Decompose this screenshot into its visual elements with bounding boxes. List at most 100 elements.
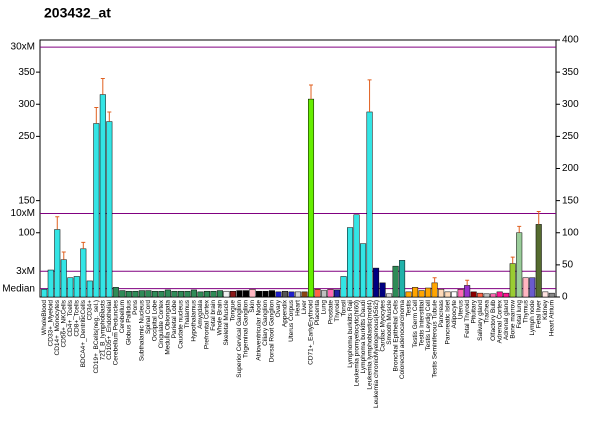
bar: [379, 282, 386, 298]
bar: [216, 290, 223, 298]
bar: [242, 290, 249, 298]
bar: [86, 280, 93, 298]
error-bar: [100, 78, 105, 95]
bar: [464, 285, 471, 298]
error-bar: [81, 241, 86, 249]
x-tick-label: Uterus Corpus: [288, 299, 295, 342]
x-tick-label: Bone marrow: [509, 300, 516, 339]
x-tick-label: Leukemia promyelocytic(hl60): [353, 300, 360, 386]
x-tick-label: Lymphoma burkitts Raji: [347, 300, 354, 368]
x-tick-label: Trachea: [483, 300, 490, 324]
bar: [229, 290, 236, 298]
error-bar: [94, 106, 99, 124]
bar: [307, 98, 315, 298]
y2-tick-label: 400: [562, 35, 579, 46]
bar: [470, 291, 477, 298]
bar: [203, 290, 210, 298]
bar: [190, 289, 197, 298]
bar: [366, 111, 373, 298]
x-tick-label: Bronchial Epithelial Cells: [392, 299, 399, 371]
bar: [483, 293, 490, 298]
y-tick-label: 350: [18, 67, 35, 78]
bar: [321, 290, 328, 298]
x-tick-label: Whole Brain: [217, 300, 224, 336]
x-tick-label: CD71+_EarlyErythroid: [308, 300, 315, 365]
bar: [125, 290, 132, 298]
bar: [314, 289, 321, 298]
x-tick-label: CD34+: [87, 300, 94, 321]
bar: [347, 227, 354, 298]
x-tick-label: Thalamus: [184, 299, 191, 328]
bar: [353, 214, 360, 298]
bar: [373, 267, 380, 298]
bar: [431, 282, 438, 298]
x-tick-label: Fetal Thyroid: [464, 300, 471, 338]
bar: [386, 293, 393, 298]
bar: [301, 291, 308, 298]
x-tick-label: Adipocyte: [451, 300, 458, 329]
bar: [509, 263, 516, 298]
x-tick-label: Testis Interstitial: [418, 299, 425, 346]
error-bar: [517, 225, 522, 233]
x-tick-label: Smooth Muscle: [386, 300, 393, 345]
y-tick-label: 100: [18, 227, 35, 238]
x-tick-label: Adrenal gland: [503, 300, 510, 340]
error-bar: [536, 211, 541, 225]
x-tick-label: Testis Germ Cell: [412, 299, 419, 347]
bar: [548, 292, 555, 298]
bar: [516, 232, 523, 298]
x-tick-label: Tongue: [230, 300, 237, 322]
bar: [184, 290, 191, 298]
bar: [457, 289, 464, 298]
bar: [210, 290, 217, 298]
x-tick-label: Hypothalamus: [191, 299, 198, 341]
bar: [425, 287, 432, 298]
x-tick-label: Tonsil: [340, 299, 347, 316]
bar: [80, 248, 87, 298]
y2-tick-label: 150: [562, 195, 579, 206]
x-tick-label: Thyroid: [334, 300, 341, 322]
bar: [54, 229, 61, 298]
bar: [451, 291, 458, 298]
x-tick-label: CD8+_Tcells: [74, 299, 81, 336]
bar: [360, 243, 367, 298]
x-tick-label: CD19+_BCells(neg._sel.): [93, 300, 100, 374]
y-tick-label: 30xM: [11, 42, 35, 53]
bar: [503, 292, 510, 298]
bar: [119, 290, 126, 298]
x-tick-label: CD4+_Tcells: [67, 299, 74, 336]
bar: [281, 290, 289, 298]
bar: [294, 291, 302, 298]
bar: [47, 269, 54, 298]
bar: [542, 291, 549, 298]
y-tick-label: 150: [18, 195, 35, 206]
x-tick-label: CD33+_Myeloid: [47, 300, 54, 347]
x-tick-label: Appendix: [282, 299, 289, 327]
bar: [418, 290, 425, 298]
x-tick-label: Placenta: [314, 300, 321, 326]
x-tick-label: Skin: [249, 300, 256, 313]
bar: [99, 94, 106, 298]
x-tick-label: Cardiac Myocytes: [379, 299, 386, 351]
bar: [490, 293, 497, 298]
bar: [249, 289, 256, 298]
error-bar: [432, 277, 437, 283]
chart-title: 203432_at: [44, 5, 111, 21]
bar: [73, 276, 80, 298]
bar: [288, 291, 295, 298]
bar: [405, 291, 412, 298]
y2-tick-label: 350: [562, 67, 579, 78]
bar: [392, 265, 399, 298]
bar: [164, 289, 171, 298]
x-tick-label: Parietal Lobe: [171, 300, 178, 339]
x-tick-label: CD105+_Endothelial: [106, 299, 113, 359]
y2-tick-label: 50: [562, 260, 574, 271]
x-tick-label: Adrenal Cortex: [496, 299, 503, 343]
error-bar: [309, 84, 314, 100]
bar: [41, 289, 48, 298]
x-tick-label: Pancreas: [438, 299, 445, 327]
y2-tick-label: 100: [562, 227, 579, 238]
x-tick-label: Trigeminal Ganglion: [243, 300, 250, 358]
x-tick-label: Pons: [132, 299, 139, 315]
